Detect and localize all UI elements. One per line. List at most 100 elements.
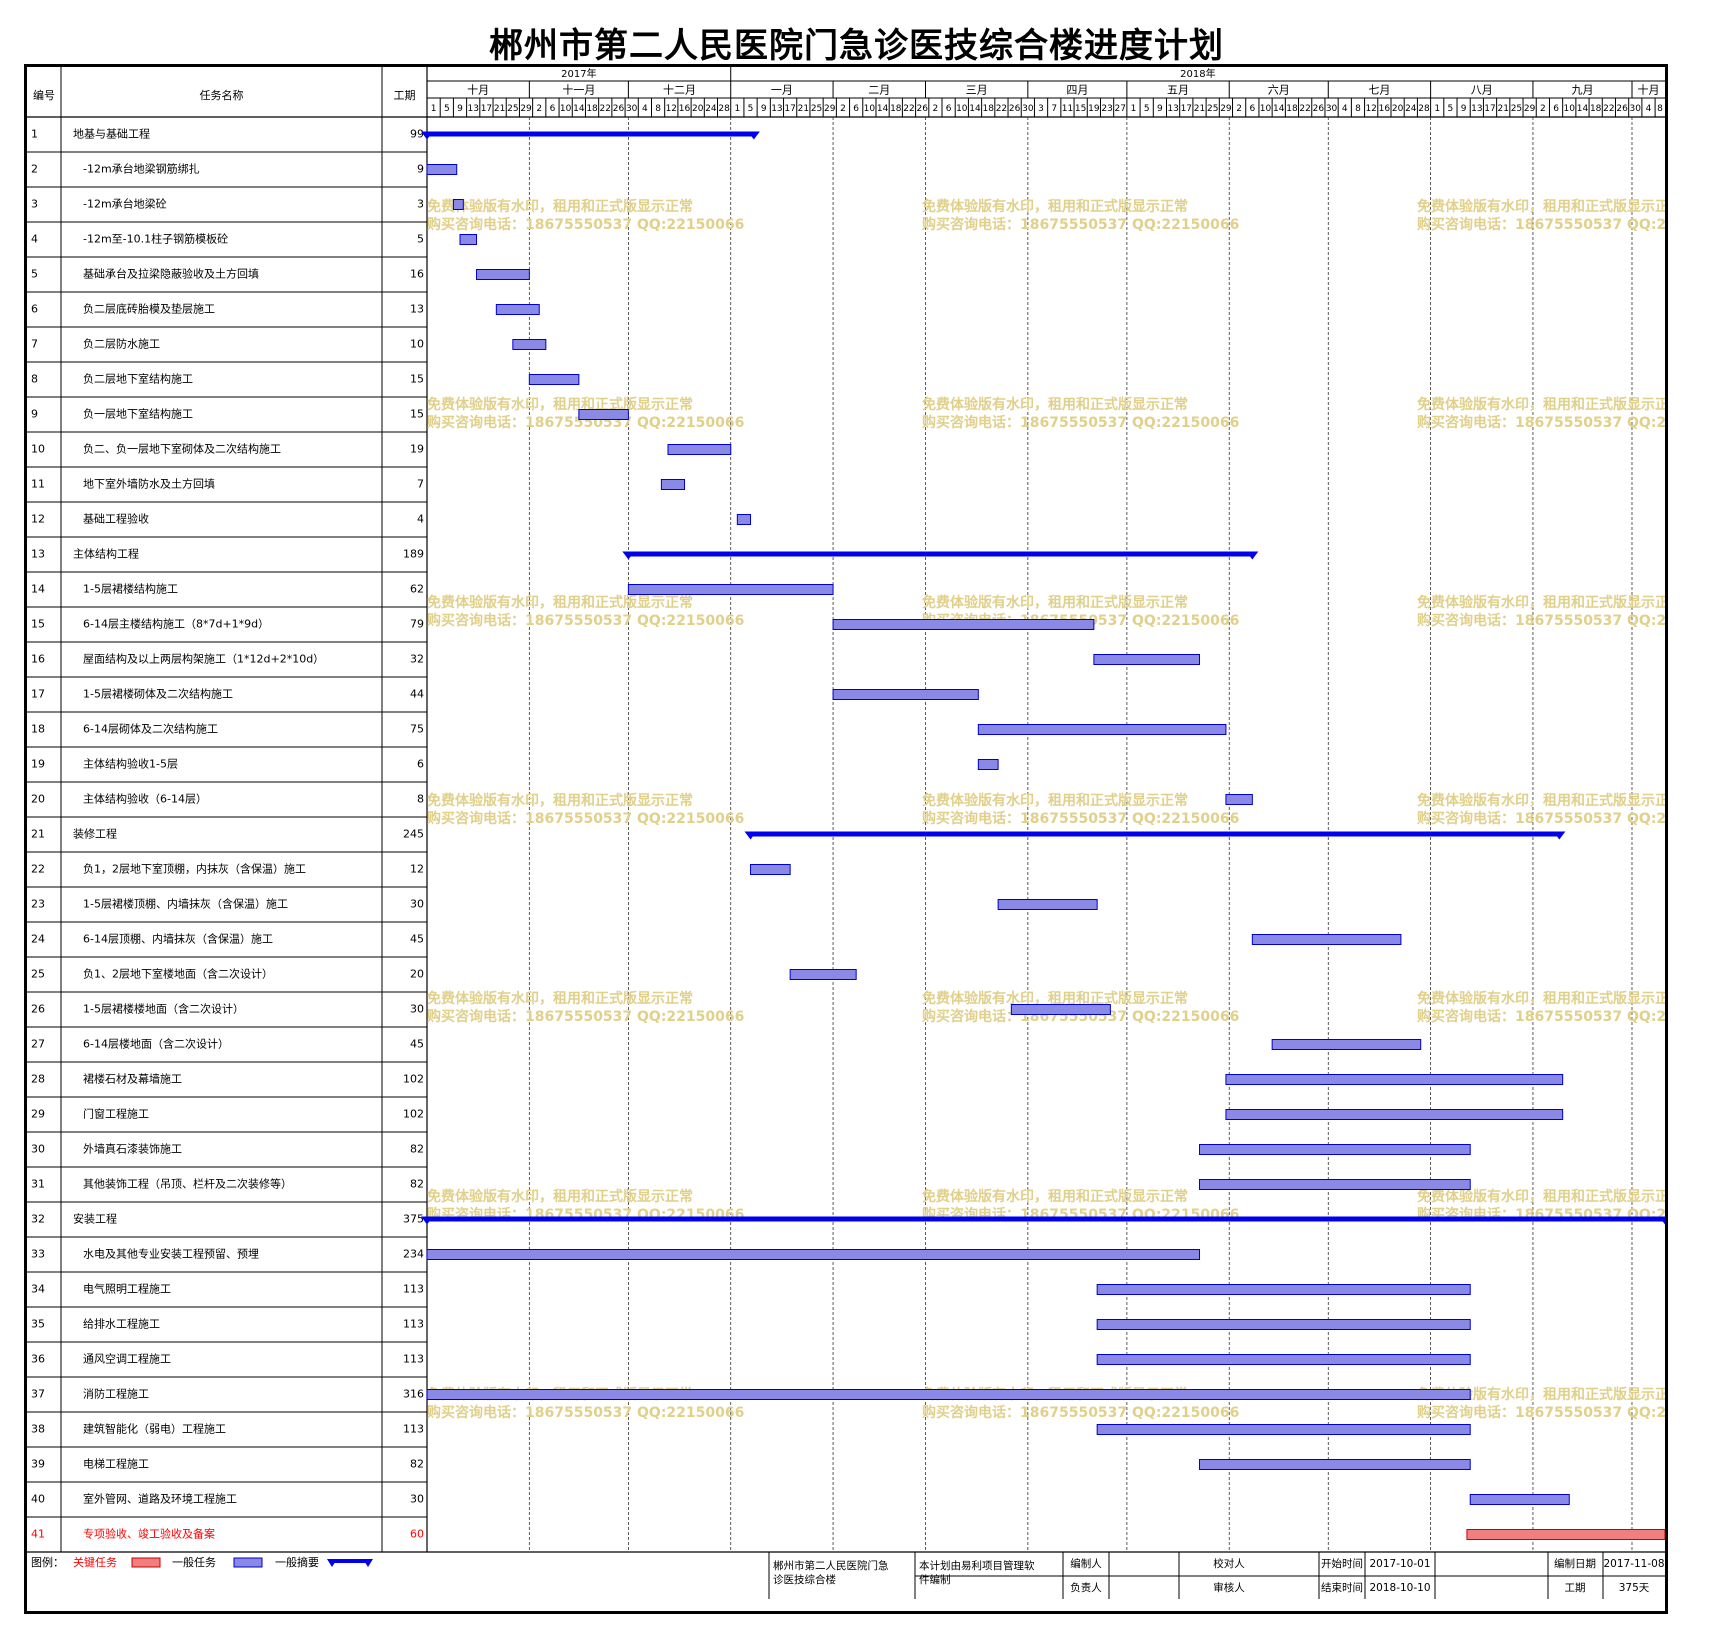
column-header-duration: 工期: [394, 89, 416, 102]
task-bar: [736, 514, 752, 525]
task-bar: [1096, 1354, 1471, 1365]
task-name: 装修工程: [73, 827, 117, 841]
gantt-frame: 编号 任务名称 工期 2017年 2018年 十月 十一月 十二月 一月 二月 三月 四月 五月 六月 七月…: [24, 64, 1668, 1614]
watermark-line: 免费体验版有水印，租用和正式版显示正常: [1417, 594, 1665, 611]
task-duration: 8: [417, 793, 424, 806]
day-tick-label: 29: [1524, 104, 1536, 114]
task-name: 1-5层裙楼结构施工: [83, 582, 178, 596]
day-tick-label: 24: [1405, 104, 1417, 114]
day-tick-label: 1: [734, 104, 740, 114]
year-label: 2017年: [561, 67, 596, 80]
footer-end-value: 2018-10-10: [1369, 1582, 1430, 1594]
legend-critical-label: 关键任务: [73, 1555, 117, 1569]
day-tick-label: 18: [586, 104, 598, 114]
task-name: 地基与基础工程: [73, 128, 150, 141]
day-tick-label: 4: [642, 104, 648, 114]
day-tick-label: 20: [1392, 104, 1404, 114]
task-duration: 32: [410, 653, 424, 666]
summary-bar-cap: [622, 551, 635, 560]
footer-start-value: 2017-10-01: [1369, 1558, 1430, 1570]
watermark-line: 免费体验版有水印，租用和正式版显示正常: [1417, 1188, 1665, 1205]
day-tick-label: 14: [1577, 104, 1589, 114]
year-label: 2018年: [1180, 67, 1215, 80]
task-id: 27: [31, 1038, 45, 1051]
day-tick-label: 13: [771, 104, 782, 114]
day-tick-label: 22: [600, 104, 611, 114]
day-tick-label: 17: [1484, 104, 1495, 114]
task-duration: 4: [417, 513, 424, 526]
day-tick-label: 30: [1630, 104, 1642, 114]
month-label: 八月: [1471, 84, 1493, 97]
task-id: 23: [31, 898, 45, 911]
day-tick-label: 13: [1471, 104, 1482, 114]
task-id: 7: [31, 338, 38, 351]
task-duration: 113: [403, 1318, 424, 1331]
task-name: 通风空调工程施工: [83, 1352, 171, 1366]
day-tick-label: 2: [1236, 104, 1242, 114]
watermark-line: 免费体验版有水印，租用和正式版显示正常: [427, 396, 693, 413]
task-duration: 113: [403, 1283, 424, 1296]
day-tick-label: 2: [840, 104, 846, 114]
task-name: 主体结构验收（6-14层）: [83, 792, 207, 806]
task-name: 主体结构验收1-5层: [83, 757, 178, 771]
legend-summary-swatch: [332, 1559, 368, 1563]
task-name: -12m承台地梁砼: [83, 197, 167, 211]
summary-bar-cap: [1553, 831, 1566, 840]
task-bar: [459, 234, 478, 245]
watermark-line: 免费体验版有水印，租用和正式版显示正常: [922, 198, 1188, 215]
task-duration: 3: [417, 198, 424, 211]
watermark-line: 购买咨询电话：18675550537 QQ:22150066: [1417, 810, 1665, 827]
task-bar: [977, 724, 1227, 735]
task-bar: [997, 899, 1098, 910]
task-duration: 99: [410, 128, 424, 141]
month-label: 七月: [1368, 84, 1390, 97]
task-duration: 44: [410, 688, 424, 701]
task-name: 基础承台及拉梁隐蔽验收及土方回填: [83, 267, 259, 281]
day-tick-label: 29: [1220, 104, 1232, 114]
watermark-line: 免费体验版有水印，租用和正式版显示正常: [427, 990, 693, 1007]
legend-task-swatch: [233, 1557, 263, 1568]
day-tick-label: 6: [1249, 104, 1255, 114]
task-id: 6: [31, 303, 38, 316]
summary-bar-cap: [747, 131, 760, 140]
footer-made-by: 件编制: [919, 1573, 951, 1586]
task-duration: 15: [410, 373, 424, 386]
day-tick-label: 9: [1461, 104, 1467, 114]
day-tick-label: 5: [444, 104, 450, 114]
day-tick-label: 4: [1342, 104, 1348, 114]
task-duration: 113: [403, 1423, 424, 1436]
watermark-line: 免费体验版有水印，租用和正式版显示正常: [1417, 990, 1665, 1007]
day-tick-label: 21: [1498, 104, 1509, 114]
watermark-line: 购买咨询电话：18675550537 QQ:22150066: [922, 1008, 1239, 1025]
task-id: 34: [31, 1283, 45, 1296]
month-label: 十月: [1637, 83, 1659, 97]
task-duration: 82: [410, 1143, 424, 1156]
column-header-id: 编号: [33, 88, 55, 102]
watermark-line: 免费体验版有水印，租用和正式版显示正常: [427, 594, 693, 611]
month-label: 十一月: [562, 83, 595, 97]
task-name: 外墙真石漆装饰施工: [83, 1142, 182, 1156]
day-tick-label: 26: [1009, 104, 1021, 114]
day-tick-label: 25: [1207, 104, 1218, 114]
task-id: 20: [31, 793, 45, 806]
day-tick-label: 2: [1540, 104, 1546, 114]
task-id: 36: [31, 1353, 45, 1366]
watermark-line: 购买咨询电话：18675550537 QQ:22150066: [427, 612, 744, 629]
task-name: 地下室外墙防水及土方回填: [83, 477, 215, 491]
watermark-line: 免费体验版有水印，租用和正式版显示正常: [922, 396, 1188, 413]
month-label: 三月: [966, 84, 988, 97]
task-name: 其他装饰工程（吊顶、栏杆及二次装修等）: [83, 1177, 292, 1191]
task-name: 消防工程施工: [83, 1387, 149, 1401]
watermark-line: 购买咨询电话：18675550537 QQ:22150066: [922, 216, 1239, 233]
watermark-line: 购买咨询电话：18675550537 QQ:22150066: [1417, 216, 1665, 233]
day-tick-label: 2: [536, 104, 542, 114]
task-id: 28: [31, 1073, 45, 1086]
legend-summary-label: 一般摘要: [275, 1555, 319, 1569]
task-bar: [578, 409, 629, 420]
summary-bar: [750, 831, 1560, 837]
task-id: 3: [31, 198, 38, 211]
task-duration: 13: [410, 303, 424, 316]
summary-bar-cap: [1659, 1216, 1665, 1225]
month-label: 十二月: [663, 83, 696, 97]
task-id: 35: [31, 1318, 45, 1331]
